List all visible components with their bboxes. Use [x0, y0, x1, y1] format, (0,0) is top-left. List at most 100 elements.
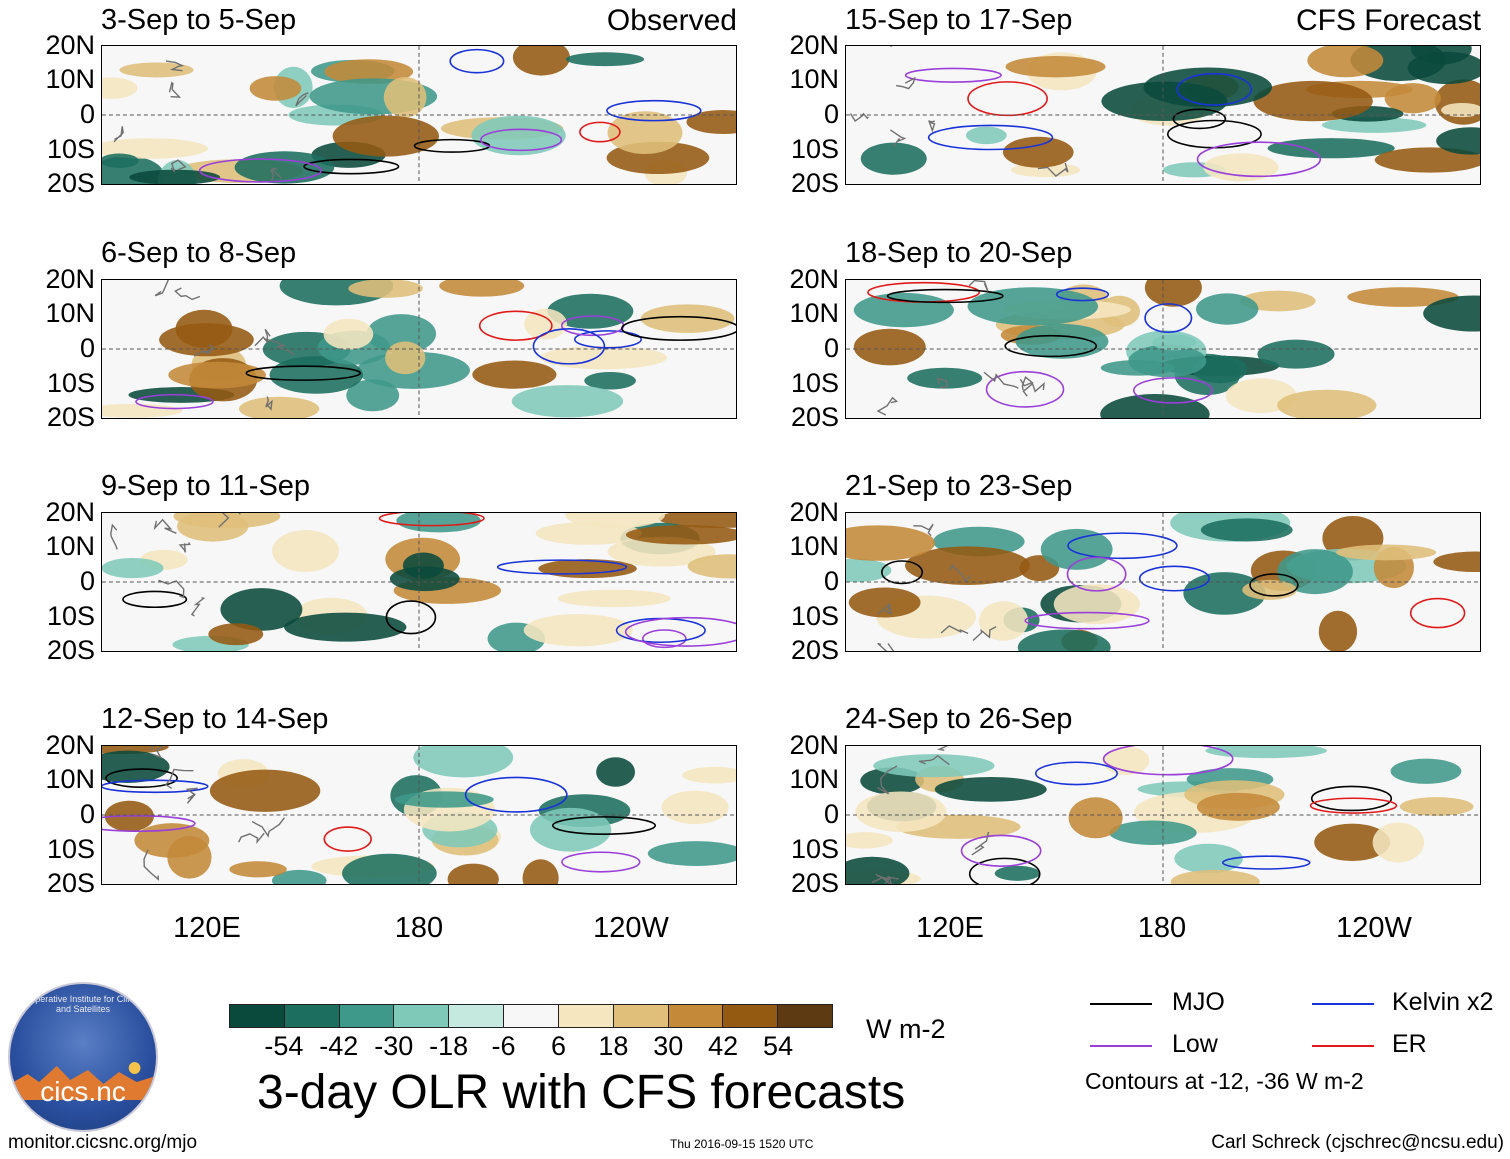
olr-anomaly: [1183, 572, 1266, 615]
coastline: [153, 518, 177, 534]
contour-line: [880, 560, 924, 585]
olr-anomaly: [1040, 528, 1113, 570]
olr-map: [846, 513, 1480, 651]
coastline: [971, 831, 990, 856]
legend-label-mjo: MJO: [1172, 988, 1225, 1016]
olr-anomaly: [1170, 869, 1260, 884]
legend-line-mjo: [1090, 1003, 1152, 1005]
y-tick-label: 0: [79, 799, 95, 829]
y-tick-label: 20N: [789, 264, 839, 294]
olr-anomaly: [102, 750, 170, 783]
footer-url[interactable]: monitor.cicsnc.org/mjo: [8, 1132, 198, 1153]
olr-anomaly: [272, 530, 340, 573]
y-tick-label: 0: [79, 99, 95, 129]
contour-line: [102, 779, 209, 794]
olr-anomaly: [472, 360, 557, 389]
olr-anomaly: [1267, 138, 1395, 159]
y-tick-label: 10N: [45, 298, 95, 328]
olr-anomaly: [385, 341, 426, 375]
olr-anomaly: [1307, 46, 1384, 78]
olr-anomaly: [538, 559, 637, 579]
olr-anomaly: [529, 807, 612, 852]
y-tick-label: 0: [823, 333, 839, 363]
olr-anomaly: [1005, 56, 1106, 78]
olr-anomaly: [1423, 295, 1480, 332]
map-panel: [101, 45, 737, 185]
olr-anomaly: [1277, 549, 1353, 595]
coastline: [890, 46, 893, 48]
coastline: [251, 817, 285, 838]
y-tick-label: 10S: [790, 368, 839, 398]
olr-anomaly: [524, 308, 568, 340]
coastline: [972, 626, 997, 641]
olr-anomaly: [102, 77, 138, 99]
units-label: W m-2: [866, 1014, 946, 1044]
olr-anomaly: [846, 525, 936, 561]
coastline: [143, 849, 159, 881]
olr-anomaly: [167, 835, 212, 879]
colorbar-segment: [668, 1005, 724, 1027]
olr-anomaly: [238, 396, 320, 418]
olr-anomaly: [873, 754, 995, 778]
coastline: [937, 746, 948, 752]
colorbar-tick-label: 54: [763, 1031, 794, 1061]
olr-anomaly: [1015, 323, 1109, 359]
coastline: [174, 287, 201, 301]
olr-anomaly: [1152, 334, 1197, 351]
map-panel: [845, 279, 1481, 419]
x-tick-label: 120E: [173, 912, 241, 944]
olr-anomaly: [1441, 102, 1480, 118]
coastline: [936, 377, 948, 389]
colorbar-tick-label: -42: [319, 1031, 359, 1061]
olr-anomaly: [439, 280, 525, 297]
y-tick-label: 20S: [790, 168, 839, 198]
olr-map: [102, 513, 736, 651]
contour-line: [886, 288, 1004, 304]
olr-anomaly: [1314, 823, 1391, 862]
olr-anomaly: [159, 323, 254, 357]
olr-anomaly: [607, 111, 683, 155]
contour-line: [122, 590, 188, 609]
contour-line: [960, 834, 1042, 867]
colorbar-tick-label: 42: [708, 1031, 739, 1061]
olr-anomaly: [1068, 797, 1123, 839]
contour-line: [574, 330, 642, 349]
y-tick-label: 20S: [46, 635, 95, 665]
y-tick-label: 0: [823, 99, 839, 129]
olr-anomaly: [658, 513, 736, 528]
olr-anomaly: [1399, 797, 1474, 816]
coastline: [896, 76, 916, 90]
coastline: [889, 129, 907, 147]
contour-line: [561, 851, 641, 873]
coastline: [871, 875, 899, 884]
contour-line: [1309, 797, 1398, 814]
olr-anomaly: [860, 142, 927, 175]
colorbar-tick-label: -54: [264, 1031, 304, 1061]
olr-anomaly: [332, 115, 440, 157]
olr-anomaly: [1321, 117, 1427, 133]
olr-anomaly: [934, 776, 1047, 802]
y-tick-label: 20N: [789, 497, 839, 527]
contour-line: [621, 315, 736, 341]
olr-map: [846, 746, 1480, 884]
coastline: [178, 542, 191, 553]
olr-anomaly: [1017, 629, 1111, 651]
olr-anomaly: [1196, 792, 1280, 821]
y-tick-label: 10N: [789, 764, 839, 794]
olr-anomaly: [1436, 127, 1480, 155]
panel-title: 21-Sep to 23-Sep: [845, 470, 1073, 502]
y-tick-label: 10N: [45, 531, 95, 561]
footer-timestamp: Thu 2016-09-15 1520 UTC: [670, 1137, 814, 1151]
contour-line: [1166, 119, 1262, 149]
coastline: [170, 159, 187, 173]
olr-anomaly: [1374, 147, 1480, 173]
coastline: [113, 126, 124, 143]
coastline: [264, 338, 295, 355]
olr-anomaly: [102, 138, 209, 159]
map-panel: [101, 279, 737, 419]
contour-line: [1102, 746, 1234, 776]
x-tick-label: 180: [394, 912, 444, 944]
olr-anomaly: [855, 791, 947, 832]
olr-anomaly: [535, 521, 642, 545]
olr-anomaly: [168, 361, 266, 389]
